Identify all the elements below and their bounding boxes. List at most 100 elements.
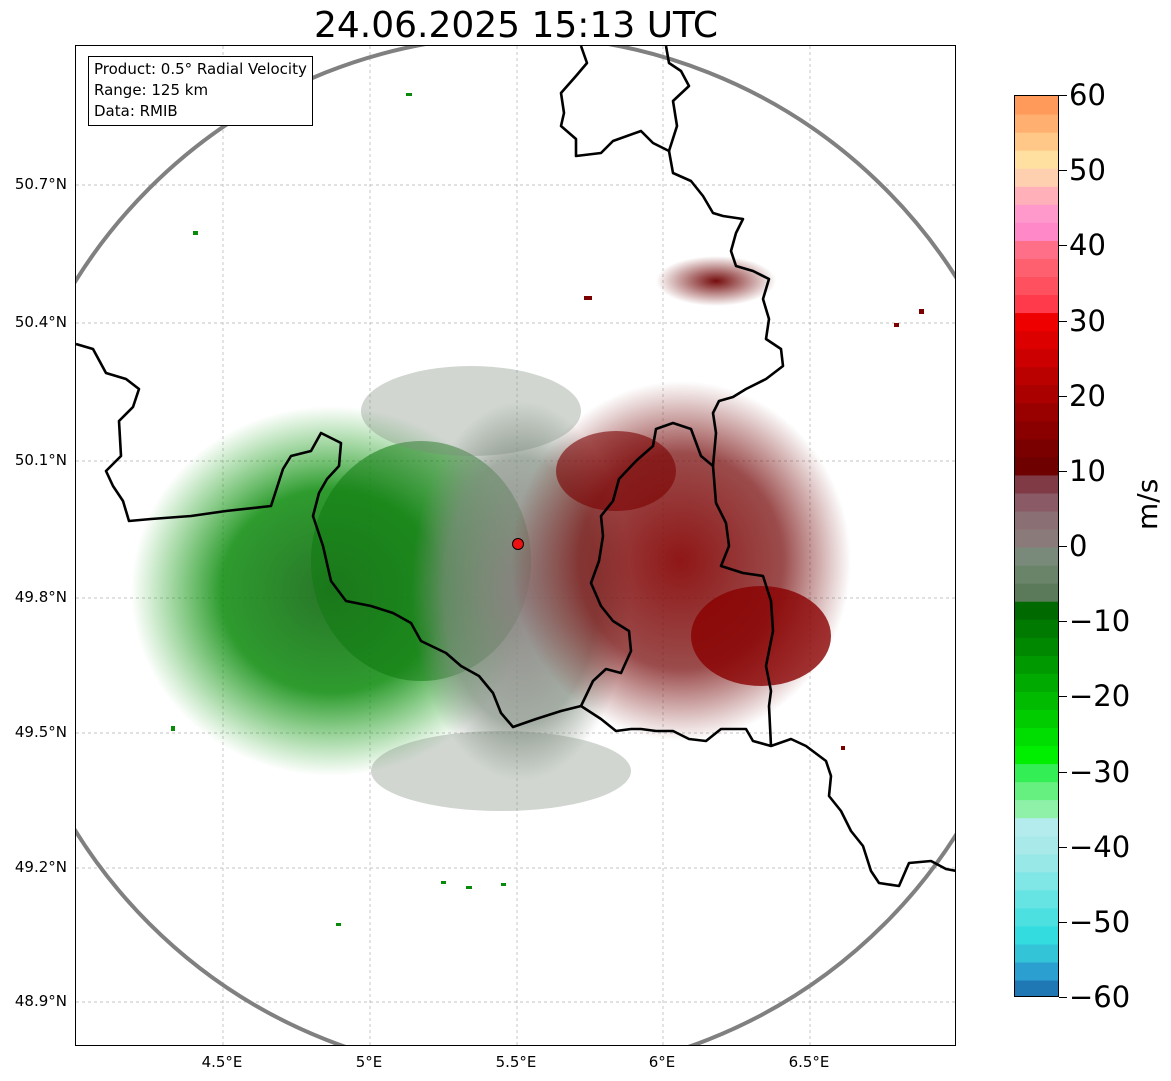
colorbar-band [1015, 655, 1058, 674]
lon-label-5: 5°E [355, 1053, 383, 1071]
colorbar-band [1015, 691, 1058, 710]
colorbar-band [1015, 348, 1058, 368]
colorbar-band [1015, 96, 1058, 115]
product-line: Product: 0.5° Radial Velocity [94, 60, 307, 78]
colorbar-tick [1059, 245, 1067, 246]
colorbar-tick [1059, 321, 1067, 322]
lat-label-48-9: 48.9°N [14, 992, 67, 1010]
lat-label-49-8: 49.8°N [14, 588, 67, 606]
lon-label-6: 6°E [648, 1053, 676, 1071]
range-line: Range: 125 km [94, 81, 209, 99]
colorbar-band [1015, 366, 1058, 386]
colorbar-tick [1059, 95, 1067, 96]
lat-label-49-2: 49.2°N [14, 858, 67, 876]
colorbar-tick [1059, 546, 1067, 547]
colorbar-band [1015, 583, 1058, 602]
colorbar-band [1015, 889, 1058, 909]
colorbar-band [1015, 258, 1058, 277]
colorbar-band [1015, 186, 1058, 205]
colorbar-band [1015, 799, 1058, 819]
colorbar-band [1015, 132, 1058, 151]
colorbar-band [1015, 979, 1058, 996]
colorbar-band [1015, 943, 1058, 963]
colorbar-band [1015, 763, 1058, 783]
colorbar-band [1015, 276, 1058, 296]
colorbar-gradient [1015, 96, 1058, 996]
colorbar-band [1015, 925, 1058, 945]
colorbar-band [1015, 907, 1058, 927]
colorbar-band [1015, 637, 1058, 656]
colorbar-band [1015, 456, 1058, 476]
radar-map[interactable] [75, 45, 956, 1046]
lon-label-4-5: 4.5°E [201, 1053, 243, 1071]
colorbar-tick [1059, 170, 1067, 171]
lon-label-5-5: 5.5°E [495, 1053, 537, 1071]
colorbar-band [1015, 853, 1058, 873]
colorbar-tick-label: −40 [1069, 830, 1131, 864]
radar-site-marker [512, 538, 524, 550]
colorbar-tick [1059, 696, 1067, 697]
colorbar-tick-label: −60 [1069, 980, 1131, 1014]
colorbar-band [1015, 438, 1058, 458]
echo-outbound-north [556, 431, 676, 511]
radar-map-canvas [76, 46, 955, 1045]
velocity-echoes [131, 93, 924, 926]
border-north-inner [664, 46, 691, 152]
data-source-line: Data: RMIB [94, 102, 178, 120]
colorbar-band [1015, 817, 1058, 837]
border-west [76, 342, 632, 733]
velocity-colorbar [1014, 95, 1059, 997]
colorbar-band [1015, 402, 1058, 422]
lat-label-50-4: 50.4°N [14, 313, 67, 331]
colorbar-band [1015, 565, 1058, 584]
colorbar-band [1015, 204, 1058, 223]
colorbar-tick [1059, 772, 1067, 773]
colorbar-band [1015, 222, 1058, 241]
colorbar-band [1015, 601, 1058, 620]
echo-light-south [371, 731, 631, 811]
colorbar-band [1015, 474, 1058, 494]
colorbar-tick [1059, 621, 1067, 622]
border-north [559, 46, 785, 467]
colorbar-tick [1059, 997, 1067, 998]
colorbar-band [1015, 150, 1058, 169]
colorbar-band [1015, 330, 1058, 350]
colorbar-tick-label: 20 [1069, 379, 1106, 413]
colorbar-tick-label: 50 [1069, 153, 1106, 187]
colorbar-band [1015, 745, 1058, 765]
colorbar-tick-label: 10 [1069, 454, 1106, 488]
colorbar-tick [1059, 922, 1067, 923]
colorbar-band [1015, 709, 1058, 728]
border-east [770, 737, 955, 888]
colorbar-band [1015, 528, 1058, 548]
lat-label-50-7: 50.7°N [14, 175, 67, 193]
lat-label-49-5: 49.5°N [14, 723, 67, 741]
colorbar-tick-label: 30 [1069, 304, 1106, 338]
colorbar-band [1015, 547, 1058, 566]
product-info-box: Product: 0.5° Radial Velocity Range: 125… [88, 56, 313, 126]
colorbar-band [1015, 961, 1058, 981]
lat-label-50-1: 50.1°N [14, 451, 67, 469]
colorbar-band [1015, 294, 1058, 314]
lon-label-6-5: 6.5°E [788, 1053, 830, 1071]
echo-outbound-northeast [656, 256, 776, 306]
colorbar-tick-label: −30 [1069, 755, 1131, 789]
colorbar-tick-label: 40 [1069, 228, 1106, 262]
country-borders [76, 46, 955, 888]
colorbar-tick-label: −10 [1069, 604, 1131, 638]
border-luxembourg [579, 421, 775, 748]
colorbar-band [1015, 871, 1058, 891]
colorbar-band [1015, 114, 1058, 133]
map-title: 24.06.2025 15:13 UTC [313, 5, 719, 46]
colorbar-band [1015, 492, 1058, 512]
colorbar-band [1015, 510, 1058, 530]
colorbar-band [1015, 168, 1058, 187]
colorbar-tick-label: −20 [1069, 679, 1131, 713]
colorbar-band [1015, 619, 1058, 638]
colorbar-band [1015, 781, 1058, 801]
colorbar-band [1015, 384, 1058, 404]
colorbar-band [1015, 240, 1058, 259]
colorbar-band [1015, 673, 1058, 692]
colorbar-band [1015, 835, 1058, 855]
colorbar-tick [1059, 847, 1067, 848]
